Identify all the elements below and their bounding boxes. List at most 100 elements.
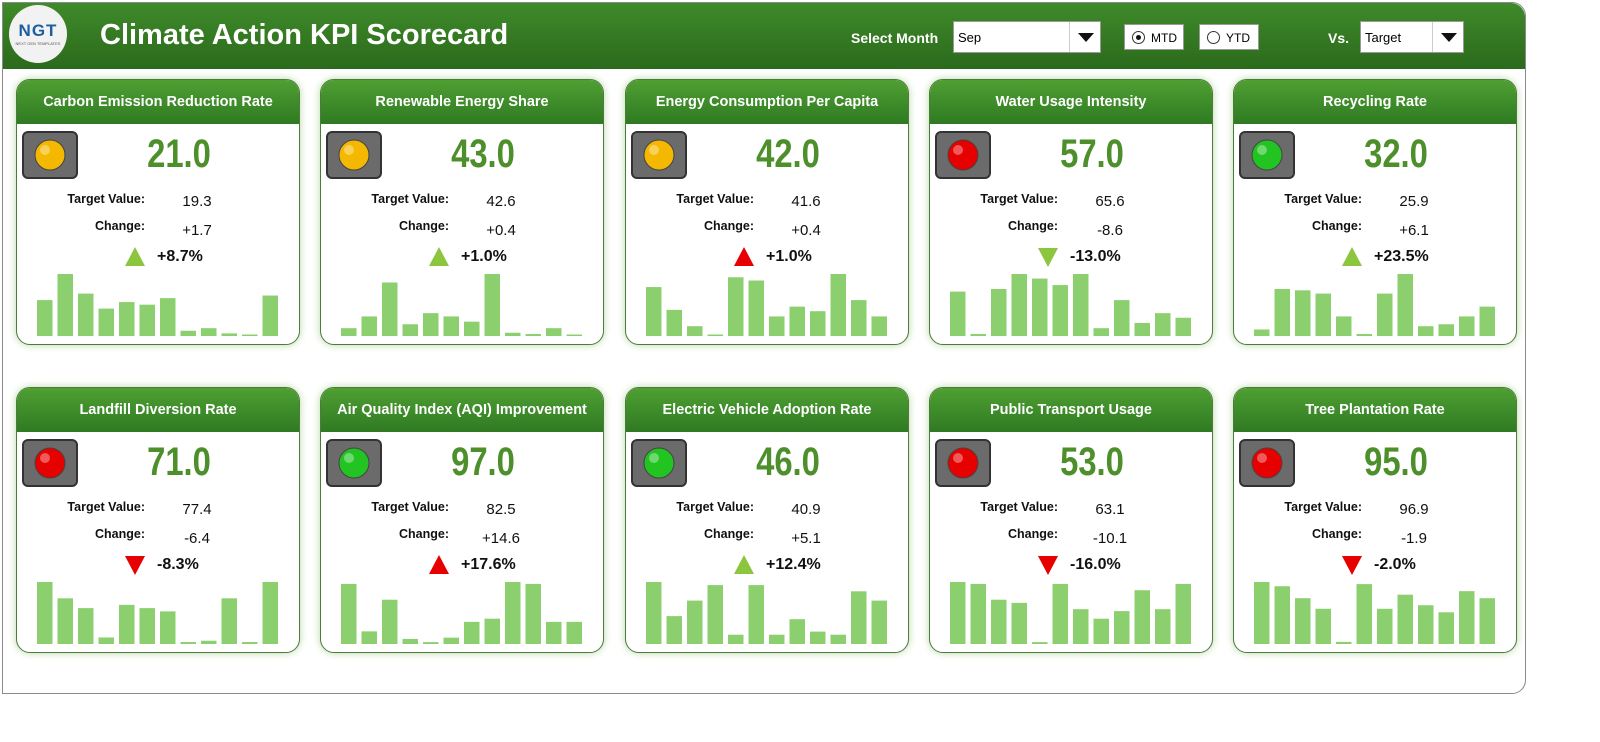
spark-bar	[1274, 289, 1290, 336]
spark-bar	[57, 274, 73, 336]
ytd-radio[interactable]: YTD	[1199, 24, 1259, 50]
spark-bar	[851, 591, 867, 644]
spark-bar	[221, 598, 237, 644]
spark-bar	[1134, 590, 1150, 644]
spark-bar	[970, 334, 986, 336]
spark-bar	[1356, 584, 1372, 644]
change-value: -8.6	[1097, 222, 1123, 239]
kpi-value: 32.0	[1364, 132, 1428, 176]
spark-bar	[546, 328, 562, 336]
target-value: 96.9	[1399, 501, 1429, 518]
kpi-card: Public Transport Usage 53.0 Target Value: 6…	[929, 387, 1213, 653]
spark-bar	[810, 311, 826, 336]
spark-bar	[830, 634, 846, 644]
spark-bar	[1418, 326, 1434, 336]
spark-bar	[423, 313, 439, 336]
spark-bar	[1397, 274, 1413, 336]
light-glare	[40, 453, 50, 463]
spark-bar	[707, 334, 723, 336]
card-title: Renewable Energy Share	[321, 80, 603, 124]
spark-bar	[443, 316, 459, 336]
spark-bar	[1479, 598, 1495, 644]
kpi-value: 57.0	[1060, 132, 1124, 176]
change-percent: +17.6%	[461, 556, 516, 573]
change-percent: -8.3%	[157, 556, 199, 573]
spark-bar	[1052, 285, 1068, 336]
mtd-radio[interactable]: MTD	[1124, 24, 1184, 50]
trend-arrow	[1038, 556, 1058, 575]
card-title: Carbon Emission Reduction Rate	[17, 80, 299, 124]
spark-bar	[1438, 612, 1454, 644]
logo: NGT NEXT GEN TEMPLATES	[9, 5, 67, 63]
spark-bar	[950, 291, 966, 336]
card-title: Energy Consumption Per Capita	[626, 80, 908, 124]
spark-bar	[1175, 583, 1191, 644]
spark-bar	[646, 582, 662, 644]
target-value: 40.9	[791, 501, 821, 518]
spark-bar	[361, 631, 377, 644]
target-label: Target Value:	[676, 500, 754, 514]
spark-bar	[119, 604, 135, 644]
card-graphics	[631, 131, 887, 336]
change-label: Change:	[95, 219, 145, 233]
change-label: Change:	[1312, 527, 1362, 541]
radio-dot[interactable]	[1132, 31, 1145, 44]
vs-label: Vs.	[1328, 30, 1350, 46]
spark-bar	[1073, 609, 1089, 644]
dropdown-arrow[interactable]	[1069, 22, 1100, 52]
light-glare	[1257, 453, 1267, 463]
trend-arrow	[734, 555, 754, 574]
target-value: 42.6	[486, 193, 516, 210]
month-dropdown[interactable]: Sep	[953, 21, 1101, 53]
spark-bar	[423, 642, 439, 644]
target-label: Target Value:	[371, 500, 449, 514]
target-label: Target Value:	[980, 500, 1058, 514]
change-value: -10.1	[1092, 530, 1128, 547]
spark-bar	[464, 621, 480, 644]
dropdown-arrow[interactable]	[1432, 22, 1463, 52]
vs-value: Target	[1365, 30, 1402, 45]
kpi-value: 42.0	[756, 132, 820, 176]
trend-arrow	[125, 247, 145, 266]
spark-bar	[505, 582, 521, 644]
spark-bar	[1336, 641, 1352, 644]
radio-dot[interactable]	[1207, 31, 1220, 44]
spark-bar	[728, 634, 744, 644]
light-glare	[344, 145, 354, 155]
target-value: 65.6	[1095, 193, 1125, 210]
spark-bar	[1032, 642, 1048, 644]
vs-dropdown[interactable]: Target	[1360, 21, 1464, 53]
spark-bar	[1011, 602, 1027, 644]
spark-bar	[871, 600, 887, 644]
kpi-card: Recycling Rate 32.0 Target Value: 25.9 Chang…	[1233, 79, 1517, 345]
change-percent: +12.4%	[766, 556, 821, 573]
spark-bar	[1254, 582, 1270, 644]
card-title: Tree Plantation Rate	[1234, 388, 1516, 432]
spark-bar	[242, 642, 258, 644]
spark-bar	[1073, 274, 1089, 336]
change-value: +14.6	[482, 530, 520, 547]
spark-bar	[950, 582, 966, 644]
change-value: +6.1	[1399, 222, 1429, 239]
spark-bar	[1134, 322, 1150, 336]
change-label: Change:	[399, 527, 449, 541]
kpi-value: 43.0	[451, 132, 515, 176]
spark-bar	[1295, 598, 1311, 644]
spark-bar	[1315, 608, 1331, 644]
light-glare	[953, 453, 963, 463]
spark-bar	[57, 598, 73, 644]
card-graphics	[326, 439, 582, 644]
change-value: -6.4	[184, 530, 210, 547]
spark-bar	[402, 324, 418, 336]
spark-bar	[728, 277, 744, 336]
change-percent: -2.0%	[1374, 556, 1416, 573]
spark-bar	[871, 316, 887, 336]
spark-bar	[748, 585, 764, 644]
trend-arrow	[1342, 247, 1362, 266]
spark-bar	[180, 642, 196, 644]
spark-bar	[402, 638, 418, 644]
spark-bar	[566, 334, 582, 336]
spark-bar	[1459, 591, 1475, 644]
card-title: Electric Vehicle Adoption Rate	[626, 388, 908, 432]
spark-bar	[382, 282, 398, 336]
